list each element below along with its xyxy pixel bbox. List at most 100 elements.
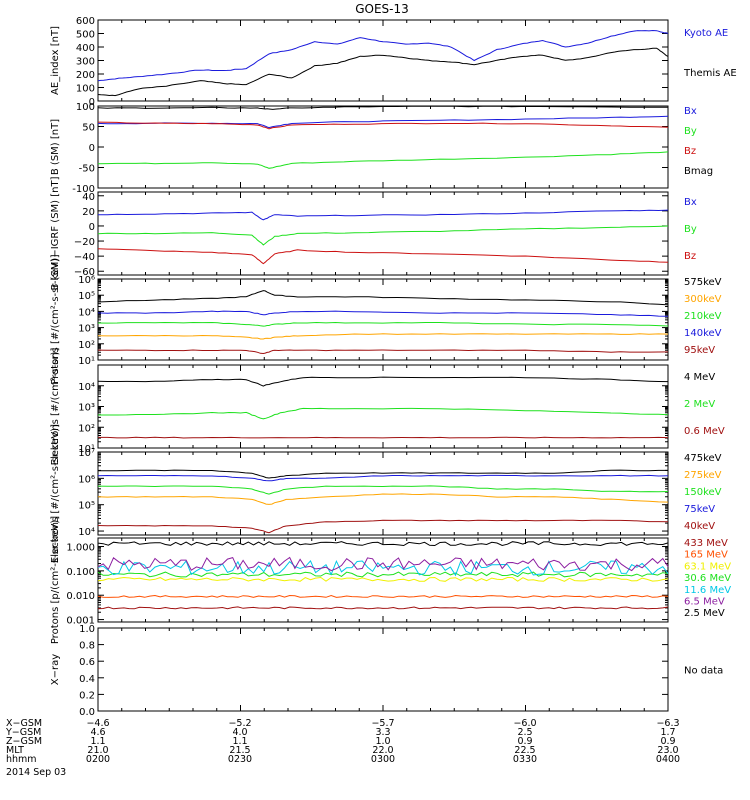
- series-line-140kev: [97, 310, 669, 317]
- series-line-6-5-mev: [97, 556, 669, 572]
- y-axis-label: B (SM)−IGRF (SM) [nT]: [50, 176, 61, 290]
- series-line-by: [97, 225, 669, 246]
- y-tick-label: 600: [76, 16, 95, 27]
- x-row-label: MLT: [6, 745, 24, 756]
- legend-label: 300keV: [684, 294, 722, 305]
- y-tick-label: 10⁷: [78, 448, 95, 459]
- y-axis-label: Electrons [#/(cm²-s-sr)]: [50, 348, 61, 466]
- x-row-value: 1.7: [660, 727, 675, 738]
- x-row-value: 21.0: [87, 745, 108, 756]
- y-tick-label: 10⁶: [78, 275, 95, 286]
- series-line-bz: [97, 248, 669, 265]
- y-tick-label: 50: [82, 123, 95, 134]
- y-tick-label: 0.100: [66, 567, 95, 578]
- series-line-bx: [97, 209, 669, 221]
- x-row-value: −5.2: [228, 718, 251, 729]
- panel-frame: [97, 191, 669, 276]
- legend-label: By: [684, 224, 697, 235]
- x-row-value: 21.5: [229, 745, 250, 756]
- panel-5: 10¹ 10² 10³ 10⁴ Electrons [#/(cm²-s-sr)] 4 Me…: [50, 348, 725, 466]
- date-label: 2014 Sep 03: [6, 767, 66, 778]
- x-row-label: hhmm: [6, 754, 37, 765]
- y-tick-label: 200: [76, 70, 95, 81]
- panel-frame: [97, 627, 669, 712]
- x-row-value: 1.0: [375, 736, 390, 747]
- y-tick-label: 0.4: [79, 674, 95, 685]
- y-tick-label: 300: [76, 57, 95, 68]
- y-tick-label: −40: [74, 252, 95, 263]
- y-tick-label: 0.0: [79, 707, 95, 718]
- y-tick-label: 40: [82, 192, 95, 203]
- y-tick-label: 1.0: [79, 624, 95, 635]
- legend-label: 150keV: [684, 487, 722, 498]
- y-tick-label: 10²: [78, 423, 95, 434]
- y-tick-label: 0.8: [79, 641, 95, 652]
- x-row-value: 0230: [228, 754, 252, 765]
- x-row-label: X−GSM: [6, 718, 42, 729]
- x-row-label: Z−GSM: [6, 736, 42, 747]
- legend-label: 433 MeV: [684, 538, 728, 549]
- x-row-label: Y−GSM: [5, 727, 41, 738]
- x-row-value: 4.6: [90, 727, 105, 738]
- y-axis-label: AE_index [nT]: [50, 26, 61, 95]
- legend-label: 0.6 MeV: [684, 426, 725, 437]
- y-tick-label: 0: [89, 222, 95, 233]
- legend-label: 210keV: [684, 311, 722, 322]
- panel-1: 0 100 200 300 400 500 600 AE_index [nT] Kyoto AE…: [50, 16, 737, 108]
- panel-frame: [97, 19, 669, 102]
- series-line-300kev: [97, 333, 669, 340]
- y-tick-label: 0.2: [79, 690, 95, 701]
- y-tick-label: 500: [76, 30, 95, 41]
- x-row-value: 0.9: [660, 736, 675, 747]
- series-line-themis-ae: [97, 47, 669, 97]
- series-line-433-mev: [97, 606, 669, 610]
- series-line-95kev: [97, 349, 669, 355]
- series-line-bz: [97, 121, 669, 130]
- x-row-value: −5.7: [371, 718, 394, 729]
- series-line-4-mev: [97, 376, 669, 387]
- no-data-note: No data: [684, 666, 723, 677]
- series-line-by: [97, 151, 669, 169]
- y-axis-label: Protons [p/(cm²-s-sr-keV)]: [50, 516, 61, 644]
- y-tick-label: 10⁵: [78, 501, 95, 512]
- y-tick-label: 0: [89, 143, 95, 154]
- y-axis-label: B (SM) [nT]: [50, 119, 61, 175]
- legend-label: 2.5 MeV: [684, 608, 725, 619]
- panel-7: 0.001 0.010 0.100 1.000 Protons [p/(cm²-s-sr…: [50, 516, 731, 644]
- series-line-kyoto-ae: [97, 29, 669, 82]
- series-line-63-1-mev: [97, 576, 669, 582]
- x-row-value: 22.5: [514, 745, 535, 756]
- panel-3: −60 −40 −20 0 20 40 B (SM)−IGRF (SM) [nT] Bx By B…: [50, 176, 697, 290]
- x-row-value: −6.3: [656, 718, 679, 729]
- x-row-value: 0.9: [517, 736, 532, 747]
- y-tick-label: 10⁴: [78, 307, 95, 318]
- y-tick-label: 10²: [78, 340, 95, 351]
- series-line-bx: [97, 115, 669, 129]
- y-tick-label: 10³: [78, 324, 95, 335]
- x-row-value: 22.0: [372, 745, 393, 756]
- x-row-value: 0330: [513, 754, 537, 765]
- panel-8: 0.0 0.2 0.4 0.6 0.8 1.0 X−ray No data: [50, 624, 723, 718]
- x-row-value: 0200: [86, 754, 110, 765]
- y-tick-label: 10¹: [78, 444, 95, 455]
- legend-label: 475keV: [684, 453, 722, 464]
- x-row-value: −4.6: [86, 718, 109, 729]
- legend-label: 165 MeV: [684, 550, 728, 561]
- y-tick-label: 10¹: [78, 356, 95, 367]
- x-row-value: 23.0: [657, 745, 678, 756]
- legend-label: 63.1 MeV: [684, 561, 731, 572]
- legend-label: 6.5 MeV: [684, 597, 725, 608]
- series-line-150kev: [97, 485, 669, 495]
- legend-label: 75keV: [684, 504, 715, 515]
- legend-label: Bz: [684, 146, 696, 157]
- y-tick-label: 10⁵: [78, 291, 95, 302]
- y-tick-label: 1.000: [66, 543, 95, 554]
- y-tick-label: 10³: [78, 403, 95, 414]
- legend-label: 40keV: [684, 521, 715, 532]
- legend-label: Bmag: [684, 166, 713, 177]
- y-tick-label: 0.001: [66, 616, 95, 627]
- series-line-bmag: [97, 105, 668, 110]
- legend-label: Bx: [684, 106, 697, 117]
- series-line-2-5-mev: [97, 541, 669, 547]
